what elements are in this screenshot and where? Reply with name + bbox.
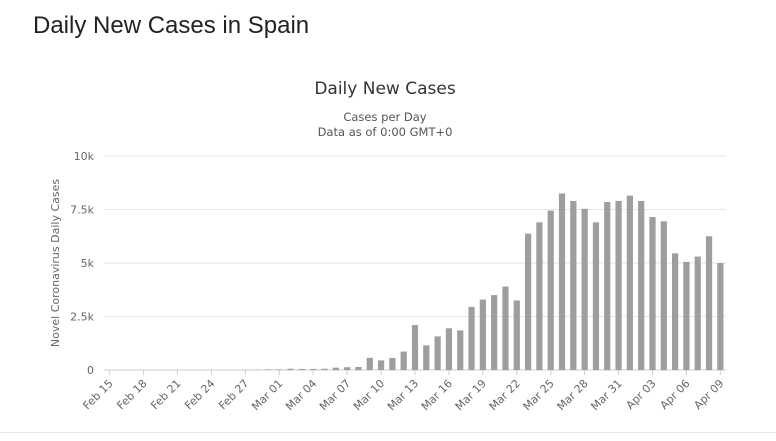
bar-apr-05[interactable] bbox=[672, 253, 678, 370]
y-axis-ticks: 0 2.5k 5k 7.5k 10k bbox=[70, 150, 94, 377]
x-tick-label: Apr 06 bbox=[658, 377, 693, 412]
y-tick-label: 2.5k bbox=[70, 311, 94, 324]
x-tick-label: Mar 01 bbox=[249, 377, 285, 413]
x-tick-label: Mar 19 bbox=[453, 377, 489, 413]
bar-apr-06[interactable] bbox=[683, 262, 689, 370]
bar-mar-18[interactable] bbox=[468, 307, 474, 370]
bar-mar-20[interactable] bbox=[491, 295, 497, 370]
bar-mar-10[interactable] bbox=[378, 360, 384, 370]
bar-mar-29[interactable] bbox=[593, 222, 599, 370]
y-axis-label: Novel Coronavirus Daily Cases bbox=[49, 179, 62, 347]
bar-apr-09[interactable] bbox=[717, 263, 723, 370]
bar-apr-07[interactable] bbox=[695, 257, 701, 370]
bar-apr-02[interactable] bbox=[638, 201, 644, 370]
x-tick-label: Feb 15 bbox=[80, 377, 115, 412]
bar-mar-28[interactable] bbox=[582, 209, 588, 370]
bar-apr-08[interactable] bbox=[706, 236, 712, 370]
x-tick-label: Mar 22 bbox=[487, 377, 523, 413]
bar-mar-08[interactable] bbox=[355, 367, 361, 370]
chart-subtitle-line2: Data as of 0:00 GMT+0 bbox=[318, 125, 453, 139]
x-tick-label: Feb 27 bbox=[216, 377, 251, 412]
x-tick-label: Mar 25 bbox=[521, 377, 557, 413]
y-tick-label: 10k bbox=[74, 150, 95, 163]
bar-mar-07[interactable] bbox=[344, 367, 350, 370]
bar-mar-02[interactable] bbox=[287, 369, 293, 370]
bar-mar-05[interactable] bbox=[321, 369, 327, 370]
bar-mar-26[interactable] bbox=[559, 193, 565, 370]
bar-mar-04[interactable] bbox=[310, 369, 316, 370]
bar-mar-16[interactable] bbox=[446, 328, 452, 370]
bar-mar-30[interactable] bbox=[604, 202, 610, 370]
x-tick-label: Mar 13 bbox=[385, 377, 421, 413]
bar-apr-03[interactable] bbox=[649, 217, 655, 370]
bar-mar-31[interactable] bbox=[615, 201, 621, 370]
x-tick-label: Mar 07 bbox=[317, 377, 353, 413]
bar-mar-27[interactable] bbox=[570, 201, 576, 370]
bar-mar-24[interactable] bbox=[536, 222, 542, 370]
chart-title: Daily New Cases bbox=[314, 79, 456, 99]
bar-mar-12[interactable] bbox=[401, 352, 407, 370]
bar-mar-15[interactable] bbox=[435, 336, 441, 370]
x-tick-label: Mar 16 bbox=[419, 377, 455, 413]
chart-subtitle-line1: Cases per Day bbox=[343, 110, 426, 124]
bar-mar-19[interactable] bbox=[480, 300, 486, 370]
x-tick-label: Mar 10 bbox=[351, 377, 387, 413]
bar-feb-29[interactable] bbox=[265, 369, 271, 370]
bar-apr-01[interactable] bbox=[627, 196, 633, 370]
x-tick-label: Feb 18 bbox=[114, 377, 149, 412]
bar-mar-06[interactable] bbox=[333, 368, 339, 370]
y-tick-label: 7.5k bbox=[70, 204, 94, 217]
x-tick-label: Feb 21 bbox=[148, 377, 183, 412]
bar-mar-14[interactable] bbox=[423, 345, 429, 370]
bar-mar-21[interactable] bbox=[502, 287, 508, 370]
y-tick-label: 5k bbox=[81, 257, 95, 270]
bar-mar-17[interactable] bbox=[457, 330, 463, 370]
bar-mar-25[interactable] bbox=[548, 211, 554, 370]
x-tick-label: Apr 03 bbox=[624, 377, 659, 412]
bar-mar-23[interactable] bbox=[525, 234, 531, 370]
bar-mar-03[interactable] bbox=[299, 369, 305, 370]
bar-mar-01[interactable] bbox=[276, 369, 282, 370]
bar-mar-22[interactable] bbox=[514, 300, 520, 370]
x-tick-label: Feb 24 bbox=[182, 377, 217, 412]
bar-mar-13[interactable] bbox=[412, 325, 418, 370]
bar-apr-04[interactable] bbox=[661, 221, 667, 370]
x-tick-label: Mar 04 bbox=[283, 377, 319, 413]
x-tick-label: Mar 28 bbox=[555, 377, 591, 413]
bottom-divider bbox=[0, 432, 776, 433]
x-tick-label: Mar 31 bbox=[588, 377, 624, 413]
bar-mar-09[interactable] bbox=[367, 358, 373, 370]
x-tick-label: Apr 09 bbox=[691, 377, 726, 412]
bar-mar-11[interactable] bbox=[389, 358, 395, 370]
y-tick-label: 0 bbox=[87, 364, 94, 377]
bar-series bbox=[220, 193, 724, 370]
